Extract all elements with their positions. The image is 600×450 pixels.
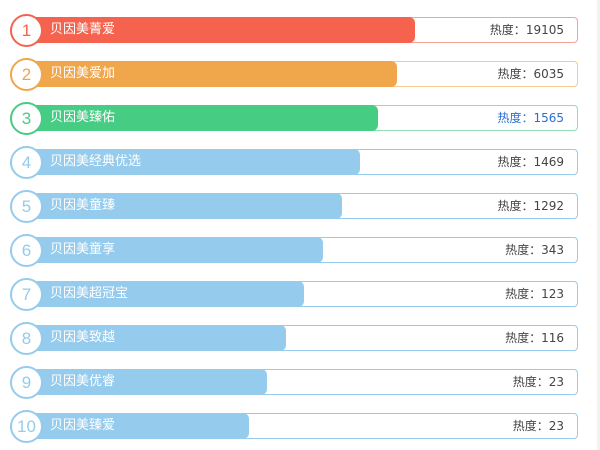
heat-value: 热度：23 [512, 419, 564, 433]
heat-bar [26, 369, 267, 395]
product-name: 贝因美超冠宝 [50, 286, 129, 301]
heat-value: 热度：343 [505, 243, 564, 257]
product-name: 贝因美臻佑 [50, 110, 116, 125]
heat-value: 热度：1292 [497, 199, 564, 213]
heat-value: 热度：6035 [497, 67, 564, 81]
product-name: 贝因美优睿 [50, 374, 116, 389]
heat-bar [26, 325, 286, 351]
heat-bar [26, 61, 397, 87]
heat-bar [26, 193, 342, 219]
ranking-row[interactable]: 9 贝因美优睿 热度：23 [0, 366, 600, 399]
heat-value: 热度：23 [512, 375, 564, 389]
heat-value: 热度：1469 [497, 155, 564, 169]
ranking-row[interactable]: 8 贝因美致越 热度：116 [0, 322, 600, 355]
product-name: 贝因美爱加 [50, 66, 116, 81]
heat-bar [26, 105, 378, 131]
rank-badge: 6 [10, 234, 43, 267]
rank-badge: 10 [10, 410, 43, 443]
heat-value: 热度：19105 [489, 23, 564, 37]
ranking-row[interactable]: 1 贝因美菁爱 热度：19105 [0, 14, 600, 47]
ranking-row[interactable]: 7 贝因美超冠宝 热度：123 [0, 278, 600, 311]
rank-badge: 1 [10, 14, 43, 47]
ranking-row[interactable]: 3 贝因美臻佑 热度：1565 [0, 102, 600, 135]
rank-badge: 2 [10, 58, 43, 91]
rank-badge: 7 [10, 278, 43, 311]
product-name: 贝因美臻爱 [50, 418, 116, 433]
heat-bar [26, 149, 360, 175]
rank-badge: 3 [10, 102, 43, 135]
product-name: 贝因美童享 [50, 242, 116, 257]
product-name: 贝因美致越 [50, 330, 116, 345]
rank-badge: 8 [10, 322, 43, 355]
ranking-row[interactable]: 6 贝因美童享 热度：343 [0, 234, 600, 267]
heat-value: 热度：116 [505, 331, 564, 345]
heat-value: 热度：1565 [497, 111, 564, 125]
product-name: 贝因美菁爱 [50, 22, 116, 37]
heat-value: 热度：123 [505, 287, 564, 301]
heat-bar [26, 413, 249, 439]
ranking-row[interactable]: 10 贝因美臻爱 热度：23 [0, 410, 600, 443]
heat-bar [26, 237, 323, 263]
heat-bar [26, 281, 304, 307]
product-name: 贝因美经典优选 [50, 154, 142, 169]
rank-badge: 9 [10, 366, 43, 399]
rank-badge: 5 [10, 190, 43, 223]
rank-badge: 4 [10, 146, 43, 179]
ranking-row[interactable]: 5 贝因美童臻 热度：1292 [0, 190, 600, 223]
ranking-row[interactable]: 2 贝因美爱加 热度：6035 [0, 58, 600, 91]
ranking-row[interactable]: 4 贝因美经典优选 热度：1469 [0, 146, 600, 179]
product-name: 贝因美童臻 [50, 198, 116, 213]
scrollbar-track[interactable] [597, 0, 600, 450]
heat-bar [26, 17, 415, 43]
